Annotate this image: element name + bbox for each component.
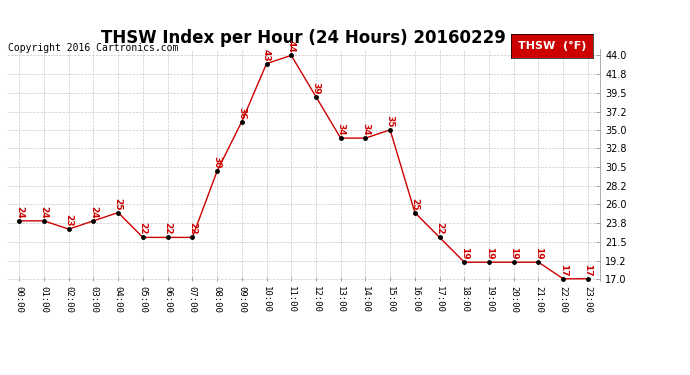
Text: 24: 24: [14, 206, 23, 218]
Text: 22: 22: [139, 222, 148, 235]
Text: 43: 43: [262, 48, 271, 61]
Text: 19: 19: [460, 247, 469, 260]
Text: 23: 23: [64, 214, 73, 226]
Text: 24: 24: [89, 206, 98, 218]
Title: THSW Index per Hour (24 Hours) 20160229: THSW Index per Hour (24 Hours) 20160229: [101, 29, 506, 47]
Text: 24: 24: [39, 206, 48, 218]
Text: 30: 30: [213, 156, 221, 169]
Text: 17: 17: [584, 264, 593, 276]
Text: Copyright 2016 Cartronics.com: Copyright 2016 Cartronics.com: [8, 43, 179, 53]
Text: 35: 35: [386, 115, 395, 128]
Text: 36: 36: [237, 106, 246, 119]
Text: 17: 17: [559, 264, 568, 276]
Text: THSW  (°F): THSW (°F): [518, 41, 586, 51]
Text: 22: 22: [188, 222, 197, 235]
Text: 19: 19: [484, 247, 493, 260]
Text: 25: 25: [114, 198, 123, 210]
Text: 34: 34: [361, 123, 370, 136]
Text: 22: 22: [435, 222, 444, 235]
Text: 22: 22: [163, 222, 172, 235]
Text: 19: 19: [509, 247, 518, 260]
Text: 19: 19: [534, 247, 543, 260]
Text: 25: 25: [411, 198, 420, 210]
Text: 39: 39: [311, 82, 320, 94]
Text: 44: 44: [287, 40, 296, 53]
Text: 34: 34: [336, 123, 345, 136]
